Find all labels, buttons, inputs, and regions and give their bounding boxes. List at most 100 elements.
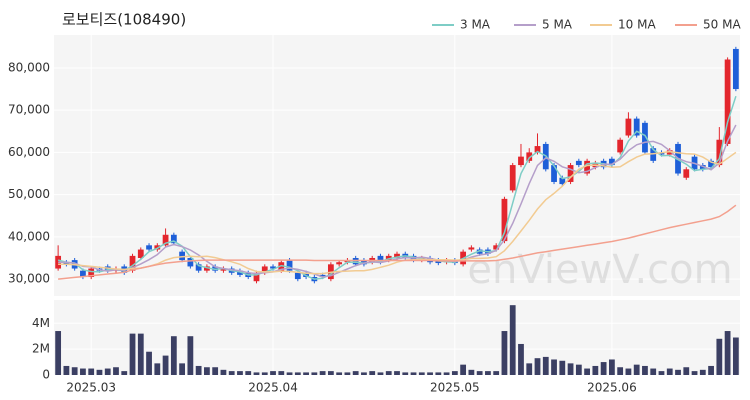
volume-bar <box>567 363 574 375</box>
volume-bar <box>650 368 657 375</box>
volume-bar <box>137 333 144 375</box>
volume-bar <box>501 331 508 375</box>
volume-bar <box>666 368 673 375</box>
volume-bar <box>584 368 590 375</box>
candle-body <box>361 260 367 265</box>
volume-bar <box>63 365 70 375</box>
candle-body <box>237 270 243 275</box>
volume-bar <box>80 368 86 375</box>
legend-label: 50 MA <box>703 18 741 32</box>
volume-bar <box>559 360 566 375</box>
candle-body <box>212 266 219 271</box>
volume-bar <box>303 372 309 375</box>
candle-body <box>80 270 86 277</box>
volume-bar <box>319 371 326 375</box>
candle-body <box>575 160 582 166</box>
volume-bar <box>336 372 343 375</box>
volume-bar <box>179 363 186 375</box>
volume-bar <box>352 371 359 375</box>
volume-bar <box>377 372 384 375</box>
volume-bar <box>170 336 177 375</box>
volume-bar <box>327 371 334 375</box>
candle-body <box>294 272 301 280</box>
candle-body <box>468 247 475 250</box>
ma-line <box>57 95 737 280</box>
volume-bar <box>195 365 202 375</box>
volume-bar <box>220 369 227 375</box>
candle-body <box>584 160 590 174</box>
candle-body <box>476 249 483 254</box>
volume-bar <box>534 358 541 375</box>
volume-bar <box>600 362 607 375</box>
legend-label: 5 MA <box>542 18 573 32</box>
y-tick-label: 0 <box>42 368 50 382</box>
volume-bar <box>394 371 400 375</box>
candle-body <box>526 152 533 161</box>
volume-bar <box>104 368 111 375</box>
volume-bar <box>344 372 351 375</box>
volume-bar <box>575 364 582 375</box>
candle-body <box>253 272 260 282</box>
volume-bar <box>592 365 599 375</box>
volume-bar <box>699 369 706 375</box>
x-tick-label: 2025.04 <box>248 381 298 395</box>
volume-bar <box>369 371 376 375</box>
volume-bar <box>468 369 475 375</box>
volume-bar <box>617 367 624 375</box>
candle-body <box>617 139 624 153</box>
volume-bar <box>113 367 119 375</box>
candle-body <box>509 165 516 191</box>
volume-bar <box>476 371 483 375</box>
volume-bar <box>204 367 210 375</box>
volume-bar <box>294 372 301 375</box>
volume-bar <box>608 359 615 375</box>
x-tick-label: 2025.06 <box>587 381 637 395</box>
candle-body <box>666 150 673 155</box>
candle-body <box>501 198 508 242</box>
candle-body <box>377 255 384 263</box>
volume-bar <box>427 372 433 375</box>
volume-bar <box>121 371 128 375</box>
legend-label: 3 MA <box>460 18 491 32</box>
volume-bar <box>71 367 78 375</box>
volume-bar <box>460 364 467 375</box>
candle-body <box>220 268 227 271</box>
volume-bar <box>187 336 194 375</box>
y-tick-label: 40,000 <box>8 229 50 243</box>
candle-body <box>187 257 194 267</box>
x-tick-label: 2025.03 <box>66 381 116 395</box>
y-tick-label: 80,000 <box>8 60 50 74</box>
legend-label: 10 MA <box>618 18 656 32</box>
volume-bar <box>443 372 450 375</box>
candle-body <box>493 245 500 250</box>
y-tick-label: 4M <box>32 316 50 330</box>
volume-bar <box>162 355 169 375</box>
volume-bar <box>129 333 136 375</box>
volume-bar <box>96 369 103 375</box>
y-tick-label: 50,000 <box>8 187 50 201</box>
candle-body <box>162 234 169 246</box>
candle-body <box>551 165 557 182</box>
volume-bar <box>88 368 95 375</box>
volume-bar <box>675 369 681 375</box>
volume-bar <box>642 365 648 375</box>
candle-body <box>716 139 723 166</box>
volume-bar <box>708 365 714 375</box>
y-tick-label: 2M <box>32 342 50 356</box>
candle-body <box>385 255 392 261</box>
candle-body <box>633 118 640 136</box>
volume-bar <box>542 356 549 375</box>
candle-body <box>699 165 706 170</box>
volume-bar <box>625 368 632 375</box>
volume-bar <box>261 372 268 375</box>
volume-bar <box>228 371 235 375</box>
candle-body <box>88 268 95 277</box>
volume-bar <box>212 367 219 375</box>
volume-bar <box>146 351 152 375</box>
volume-bar <box>716 338 723 375</box>
volume-bar <box>526 363 533 375</box>
volume-bar <box>385 371 392 375</box>
volume-bar <box>633 364 640 375</box>
candle-body <box>608 158 615 166</box>
